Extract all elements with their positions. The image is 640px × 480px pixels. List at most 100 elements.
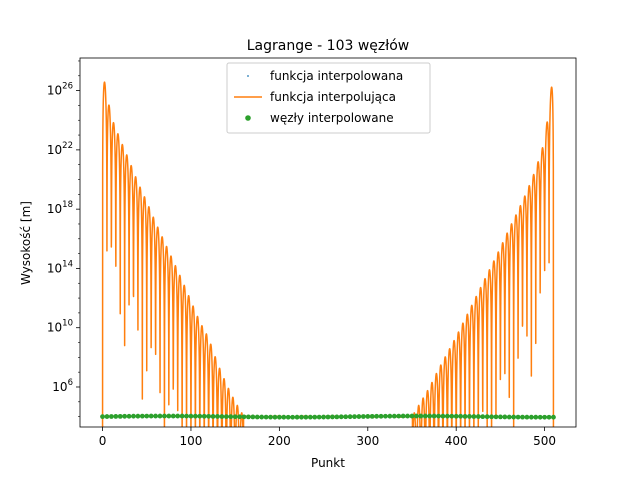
node-marker xyxy=(391,413,397,419)
node-marker xyxy=(537,414,543,420)
node-marker xyxy=(546,414,552,420)
node-marker xyxy=(400,413,406,419)
node-marker xyxy=(139,413,145,419)
node-marker xyxy=(206,413,212,419)
node-marker xyxy=(418,413,424,419)
series-layer xyxy=(100,81,556,427)
x-tick-label: 200 xyxy=(268,434,291,448)
node-marker xyxy=(484,414,490,420)
node-marker xyxy=(542,414,548,420)
node-marker xyxy=(396,413,402,419)
node-marker xyxy=(113,414,119,419)
node-marker xyxy=(162,413,167,419)
node-marker xyxy=(551,414,556,420)
y-tick-label: 1018 xyxy=(47,200,73,216)
node-marker xyxy=(307,414,313,420)
node-marker xyxy=(502,414,508,420)
node-marker xyxy=(444,413,450,419)
node-marker xyxy=(223,414,229,419)
node-marker xyxy=(228,414,234,420)
y-tick-label: 1010 xyxy=(47,319,73,335)
node-marker xyxy=(533,414,539,420)
node-marker xyxy=(414,413,419,419)
node-marker xyxy=(299,414,304,420)
x-tick-label: 300 xyxy=(356,434,379,448)
node-marker xyxy=(511,414,517,420)
legend-box xyxy=(226,62,431,134)
node-marker xyxy=(436,413,441,419)
legend: funkcja interpolowana funkcja interpoluj… xyxy=(226,62,431,134)
chart-title: Lagrange - 103 węzłów xyxy=(247,38,410,54)
node-marker xyxy=(475,414,481,419)
node-marker xyxy=(489,414,494,420)
y-tick-label: 1014 xyxy=(47,259,73,275)
node-marker xyxy=(276,414,282,420)
node-marker xyxy=(175,413,181,419)
node-marker xyxy=(453,413,459,419)
node-marker xyxy=(528,414,534,420)
node-marker xyxy=(210,414,216,419)
legend-symbol-nodes xyxy=(245,115,251,121)
node-marker xyxy=(166,413,172,419)
node-marker xyxy=(254,414,260,420)
node-marker xyxy=(422,413,428,419)
node-marker xyxy=(117,413,123,419)
node-marker xyxy=(387,413,393,419)
node-marker xyxy=(312,414,318,420)
node-marker xyxy=(440,413,446,419)
node-marker xyxy=(263,414,269,420)
node-marker xyxy=(321,414,326,420)
node-marker xyxy=(347,414,353,420)
legend-label-interpolant: funkcja interpolująca xyxy=(270,90,396,104)
x-tick-label: 400 xyxy=(445,434,468,448)
node-marker xyxy=(467,414,472,419)
x-tick-label: 0 xyxy=(99,434,107,448)
node-marker xyxy=(135,413,141,419)
node-marker xyxy=(100,414,105,420)
y-axis: 106 1010 1014 1018 1022 1026 xyxy=(47,60,80,417)
node-marker xyxy=(493,414,499,420)
x-axis-label: Punkt xyxy=(311,456,345,470)
node-marker xyxy=(409,413,415,419)
node-marker xyxy=(303,414,309,420)
node-marker xyxy=(246,414,251,420)
node-marker xyxy=(360,414,366,419)
x-tick-label: 100 xyxy=(180,434,203,448)
node-marker xyxy=(131,413,136,419)
node-marker xyxy=(170,413,176,419)
node-marker xyxy=(524,414,530,420)
node-marker xyxy=(352,414,357,420)
node-marker xyxy=(427,413,433,419)
node-marker xyxy=(237,414,242,420)
node-marker xyxy=(431,413,437,419)
node-marker xyxy=(197,413,203,419)
node-marker xyxy=(179,413,185,419)
node-marker xyxy=(122,413,128,419)
node-marker xyxy=(449,413,455,419)
node-marker xyxy=(153,413,158,419)
legend-label-function: funkcja interpolowana xyxy=(270,69,403,83)
node-marker xyxy=(259,414,265,420)
node-marker xyxy=(506,414,512,420)
node-marker xyxy=(201,413,207,419)
node-marker xyxy=(290,414,296,420)
node-marker xyxy=(374,413,380,419)
node-marker xyxy=(498,414,503,420)
y-tick-label: 106 xyxy=(52,378,73,394)
y-tick-label: 1022 xyxy=(47,141,73,157)
node-marker xyxy=(515,414,521,420)
legend-symbol-function xyxy=(247,75,249,77)
y-axis-label: Wysokość [m] xyxy=(19,201,33,285)
node-marker xyxy=(343,414,349,420)
node-marker xyxy=(232,414,238,420)
node-marker xyxy=(338,414,344,420)
node-marker xyxy=(471,414,477,419)
node-marker xyxy=(215,414,220,419)
node-marker xyxy=(480,414,486,420)
node-marker xyxy=(378,413,384,419)
node-marker xyxy=(285,414,291,420)
node-marker xyxy=(334,414,340,420)
node-marker xyxy=(272,414,278,420)
node-marker xyxy=(144,413,150,419)
